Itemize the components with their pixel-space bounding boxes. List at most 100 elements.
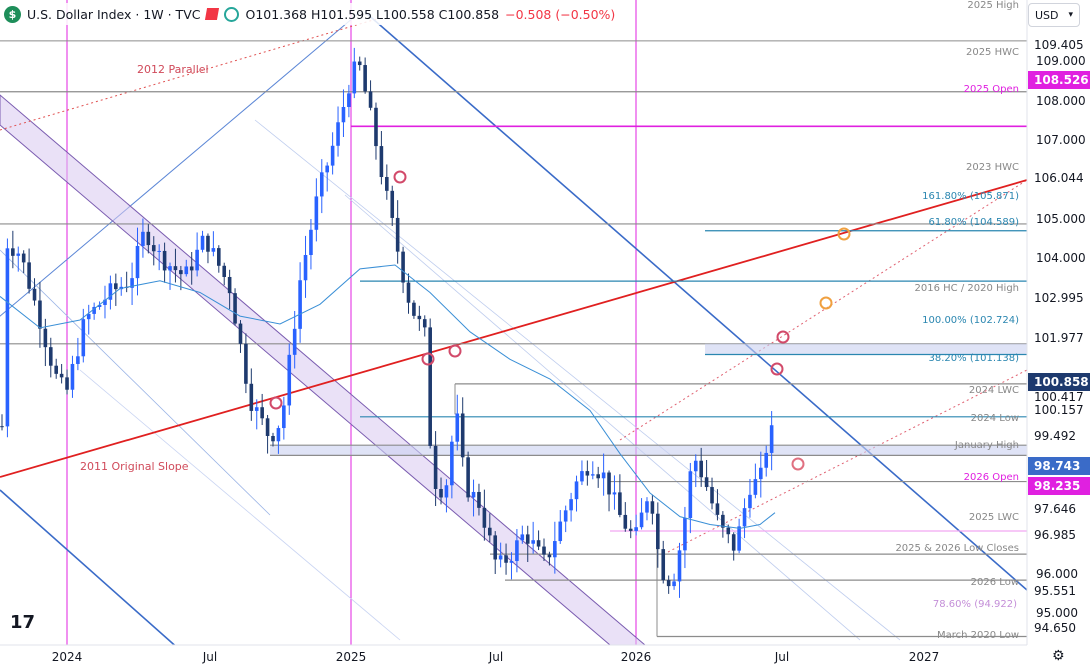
candle-body [260,407,264,419]
parallel-2012-line [0,17,381,131]
price-badge-4: 101.977 [1034,331,1084,345]
candle-body [330,145,335,166]
candle-body [525,534,530,544]
candle-body [769,425,774,453]
candle-body [569,499,573,511]
candle-body [249,383,254,411]
candle-body [742,508,747,527]
candle-body [509,561,514,563]
price-badge-11: 97.646 [1034,502,1076,516]
level-label-11: January High [954,440,1019,451]
candle-body [607,472,611,495]
candle-body [368,91,373,108]
candle-body [38,300,42,329]
candle-body [412,302,416,316]
currency-selector[interactable]: USD ▾ [1028,3,1080,27]
level-label-5: 61.80% (104.589) [929,217,1020,228]
candle-body [141,231,145,246]
level-label-7: 100.00% (102.724) [922,315,1019,326]
candle-body [27,262,31,289]
candle-body [466,457,470,498]
candle-body [477,491,481,508]
price-badge-8: 99.492 [1034,429,1076,443]
candle-body [488,527,492,536]
candle-body [65,377,69,390]
dollar-logo-icon: $ [4,5,21,23]
candle-body [536,540,541,547]
candle-body [759,467,763,480]
candle-body [319,172,324,197]
annotation-2012-parallel: 2012 Parallel [137,63,209,76]
candle-body [162,250,167,271]
candle-body [325,165,329,173]
price-badge-9: 98.743 [1034,459,1080,473]
candle-body [21,253,26,263]
candle-body [217,248,221,266]
candle-body [200,235,205,250]
price-badge-0: 109.405 [1034,38,1084,52]
price-badge-14: 94.650 [1034,621,1076,635]
candle-body [97,304,102,307]
visibility-icon[interactable] [224,6,240,22]
candle-body [92,306,96,314]
candle-body [601,472,606,479]
thin-diag-3 [344,194,861,641]
candle-body [401,251,405,283]
price-badge-6: 100.417 [1034,390,1084,404]
x-tick-label-1: Jul [202,650,217,664]
candle-body [493,535,498,560]
candle-body [276,428,281,442]
price-badge-3: 102.995 [1034,291,1084,305]
candle-body [482,507,487,528]
candle-body [314,196,319,230]
candle-body [146,231,151,246]
zone-2024-low [270,445,1027,456]
currency-label: USD [1035,8,1059,22]
candle-body [341,106,346,123]
candle-body [244,343,248,384]
price-badge-7: 100.157 [1034,403,1084,417]
candle-body [580,471,584,482]
level-label-3: 2023 HWC [966,162,1019,173]
candle-body [455,413,460,442]
fib-marker-1 [819,296,833,310]
candle-body [32,288,37,301]
ohlc-values: O101.368 H101.595 L100.558 C100.858 [245,6,500,22]
candle-body [385,177,389,191]
candle-body [737,526,741,551]
rising-channel-upper [619,179,1027,441]
flag-icon[interactable] [205,8,220,20]
candle-body [211,248,216,252]
y-tick-label-1: 108.000 [1036,94,1086,108]
y-tick-label-6: 95.000 [1036,606,1078,620]
candle-body [688,471,693,519]
thin-diag-2 [254,119,901,641]
candle-body [108,283,113,300]
symbol-title[interactable]: U.S. Dollar Index · 1W · TVC [27,6,201,22]
zone-2016-2020 [705,343,1027,355]
candle-body [444,485,449,498]
candle-body [699,460,703,478]
candle-body [271,435,275,442]
thin-diag-1 [0,249,271,516]
level-label-1: 2025 HWC [966,47,1019,58]
x-tick-label-3: Jul [488,650,503,664]
y-tick-label-4: 104.000 [1036,251,1086,265]
price-badge-bg-1 [1028,71,1090,89]
candle-body [574,481,579,500]
price-badge-bg-10 [1028,477,1090,495]
candle-body [173,266,178,271]
y-tick-label-5: 96.000 [1036,567,1078,581]
candle-body [336,122,340,146]
symbol-header: $ U.S. Dollar Index · 1W · TVC O101.368 … [4,3,620,25]
settings-gear-icon[interactable]: ⚙ [1052,648,1065,664]
rising-channel-lower [667,369,1027,553]
candle-body [206,235,210,252]
candle-body [357,61,362,66]
candle-body [363,65,367,92]
candle-body [287,354,292,406]
y-tick-label-0: 109.000 [1036,54,1086,68]
candle-body [704,477,709,488]
